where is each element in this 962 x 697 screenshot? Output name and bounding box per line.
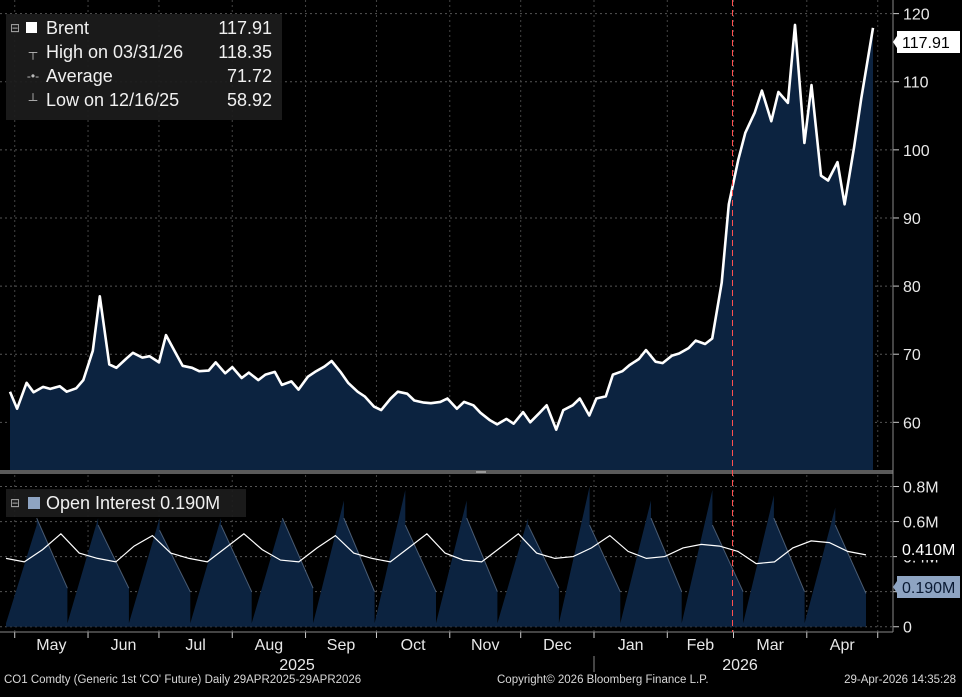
open-interest-edge	[527, 524, 560, 589]
footer-right: 29-Apr-2026 14:35:28	[844, 674, 956, 686]
avg-value-label: 0.410M	[902, 542, 955, 559]
month-label: Jul	[185, 637, 205, 654]
lower-plot	[5, 486, 867, 627]
open-interest-edge	[650, 517, 683, 592]
month-label: Feb	[687, 637, 715, 654]
legend-low-label: Low on 12/16/25	[46, 90, 180, 110]
white-square-icon	[26, 22, 37, 33]
avg-value-box	[897, 538, 960, 560]
brent-line	[8, 23, 875, 431]
open-interest-edge	[589, 524, 621, 592]
year-label-2026: 2026	[722, 657, 758, 674]
open-interest-edge	[466, 517, 498, 592]
oi-value-box	[897, 576, 960, 598]
month-label: Oct	[401, 637, 426, 654]
brent-value-label: 117.91	[902, 35, 950, 52]
open-interest-swatch-icon	[28, 497, 40, 509]
upper-tick-label: 110	[903, 75, 929, 92]
legend-row-open-interest: ⊟ Open Interest 0.190M	[6, 491, 246, 515]
month-label: Aug	[255, 637, 283, 654]
axes: 6070809010011012000.2M0.4M0.6M0.8MMayJun…	[0, 0, 960, 674]
month-label: Jun	[111, 637, 137, 654]
legend-row-high: ┬ High on 03/31/26 118.35	[6, 40, 282, 64]
footer-center: Copyright© 2026 Bloomberg Finance L.P.	[497, 674, 709, 686]
open-interest-edge	[711, 524, 744, 592]
month-label: May	[36, 637, 66, 654]
year-label-2025: 2025	[279, 657, 315, 674]
legend-brent-label: Brent	[46, 18, 90, 38]
upper-plot	[8, 23, 875, 471]
upper-legend: ⊟ Brent 117.91 ┬ High on 03/31/26 118.35…	[6, 14, 282, 120]
open-interest-edge	[404, 524, 437, 592]
upper-tick-label: 120	[903, 7, 930, 24]
brent-area	[10, 24, 873, 471]
upper-tick-label: 80	[903, 279, 921, 296]
oi-value-pointer	[893, 581, 897, 593]
month-label: Sep	[327, 637, 356, 654]
legend-average-label: Average	[46, 66, 113, 86]
upper-tick-label: 100	[903, 143, 930, 160]
open-interest-edge	[281, 517, 314, 589]
high-marker-icon: ┬	[28, 45, 38, 59]
legend-average-value: 71.72	[226, 66, 272, 86]
legend-brent-value: 117.91	[218, 18, 272, 38]
open-interest-edge	[36, 517, 68, 589]
open-interest-area	[6, 486, 866, 627]
legend-high-label: High on 03/31/26	[46, 42, 184, 62]
upper-tick-label: 60	[903, 415, 921, 432]
lower-tick-label: 0	[903, 620, 912, 637]
collapse-icon[interactable]: ⊟	[9, 496, 21, 510]
legend-row-low: ┴ Low on 12/16/25 58.92	[6, 88, 282, 112]
month-label: Apr	[830, 637, 856, 654]
open-interest-label: Open Interest 0.190M	[46, 493, 221, 513]
upper-tick-label: 70	[903, 347, 921, 364]
average-marker-icon: -•-	[26, 69, 40, 83]
lower-legend: ⊟ Open Interest 0.190M	[6, 489, 246, 517]
upper-tick-label: 90	[903, 211, 921, 228]
oi-value-label: 0.190M	[902, 580, 955, 597]
lower-tick-label: 0.6M	[903, 515, 939, 532]
month-label: Mar	[756, 637, 784, 654]
open-interest-edge	[97, 524, 130, 589]
open-interest-edge	[773, 517, 806, 592]
month-label: Jan	[618, 637, 644, 654]
legend-row-average: -•- Average 71.72	[6, 64, 282, 88]
lower-tick-label: 0.8M	[903, 480, 939, 497]
open-interest-edge	[159, 530, 191, 592]
open-interest-edge	[220, 524, 253, 592]
month-label: Nov	[471, 637, 499, 654]
legend-low-value: 58.92	[226, 90, 272, 110]
month-label: Dec	[543, 637, 571, 654]
square-icon: ⊟	[9, 21, 21, 35]
open-interest-edge	[834, 524, 867, 594]
legend-row-brent: ⊟ Brent 117.91	[6, 16, 282, 40]
panel-separator	[0, 470, 893, 474]
brent-value-pointer	[893, 36, 897, 48]
brent-value-box	[897, 31, 960, 53]
oi-average-line	[5, 532, 867, 565]
low-marker-icon: ┴	[28, 93, 38, 107]
legend-high-value: 118.35	[218, 42, 272, 62]
footer-left: CO1 Comdty (Generic 1st 'CO' Future) Dai…	[4, 674, 362, 686]
